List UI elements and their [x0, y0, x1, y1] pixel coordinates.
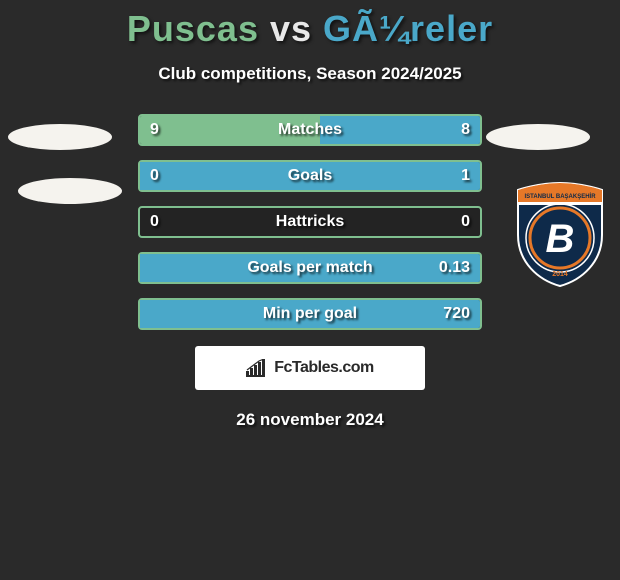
- value-left: 0: [150, 213, 159, 231]
- stat-row: 0 1 Goals: [138, 160, 482, 192]
- value-right: 0.13: [439, 259, 470, 277]
- stat-label: Matches: [278, 121, 342, 139]
- club-logo-placeholder-3: [18, 178, 122, 204]
- bar-right: [320, 116, 480, 144]
- club-logo-placeholder-2: [486, 124, 590, 150]
- stat-label: Goals per match: [247, 259, 372, 277]
- badge-letter: B: [546, 217, 575, 261]
- stat-row: 720 Min per goal: [138, 298, 482, 330]
- club-badge-basaksehir: ISTANBUL BAŞAKŞEHİR B 2014: [510, 180, 610, 288]
- date-label: 26 november 2024: [0, 410, 620, 430]
- value-right: 1: [461, 167, 470, 185]
- footer-label: FcTables.com: [274, 359, 374, 377]
- stat-row: 9 8 Matches: [138, 114, 482, 146]
- bar-chart-icon: [246, 359, 268, 377]
- badge-text: ISTANBUL BAŞAKŞEHİR: [524, 193, 596, 200]
- stat-row: 0 0 Hattricks: [138, 206, 482, 238]
- value-left: 9: [150, 121, 159, 139]
- value-right: 720: [443, 305, 470, 323]
- subtitle: Club competitions, Season 2024/2025: [0, 64, 620, 84]
- stat-row: 0.13 Goals per match: [138, 252, 482, 284]
- footer-attribution: FcTables.com: [195, 346, 425, 390]
- page-title: Puscas vs GÃ¼reler: [0, 0, 620, 50]
- badge-year: 2014: [552, 271, 568, 278]
- title-vs: vs: [259, 8, 323, 49]
- value-right: 8: [461, 121, 470, 139]
- stat-label: Min per goal: [263, 305, 357, 323]
- club-logo-placeholder-1: [8, 124, 112, 150]
- title-player1: Puscas: [127, 8, 259, 49]
- value-left: 0: [150, 167, 159, 185]
- stat-label: Hattricks: [276, 213, 344, 231]
- value-right: 0: [461, 213, 470, 231]
- stat-label: Goals: [288, 167, 332, 185]
- title-player2: GÃ¼reler: [323, 8, 493, 49]
